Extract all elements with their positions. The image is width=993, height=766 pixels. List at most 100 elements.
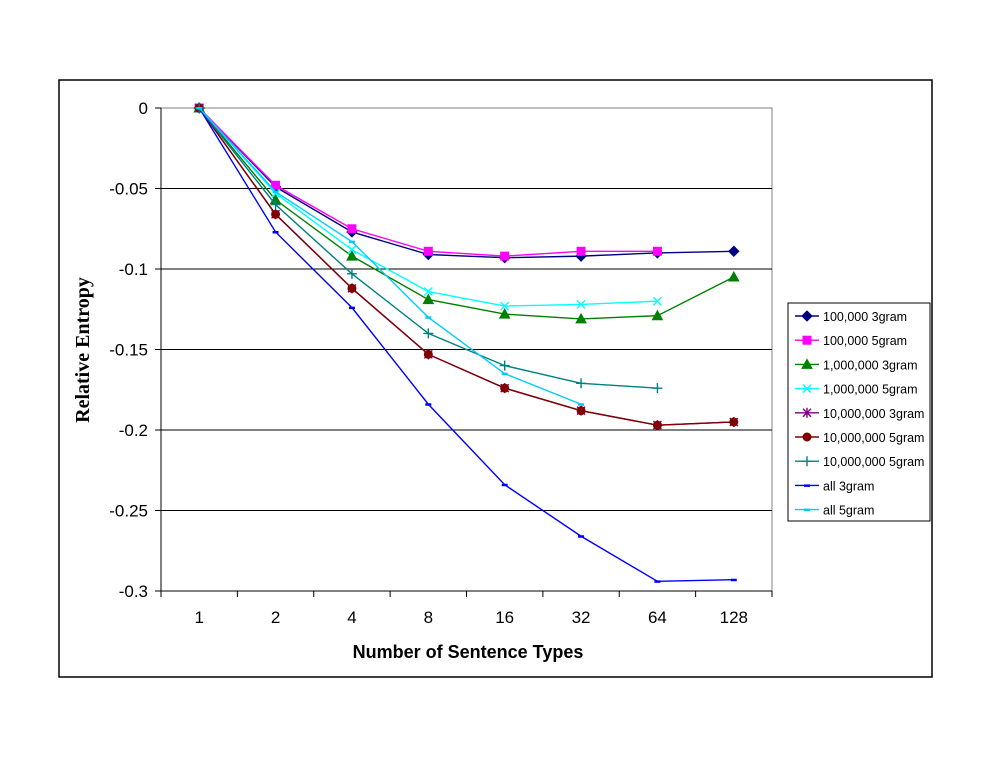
legend-swatch-marker xyxy=(802,456,812,467)
series-10-000-000-5gram-6-point xyxy=(270,199,281,210)
series-1-000-000-5gram-3-point xyxy=(423,287,433,297)
legend-box xyxy=(787,302,931,522)
x-axis-title: Number of Sentence Types xyxy=(353,642,584,662)
x-tick-label: 8 xyxy=(424,608,433,627)
x-tick-label: 2 xyxy=(271,608,280,627)
series-10-000-000-5gram-6-point xyxy=(346,268,357,279)
series-all-3gram-7-point xyxy=(425,403,432,406)
legend-swatch-marker xyxy=(802,384,812,394)
series-all-5gram-8-point xyxy=(196,107,203,110)
legend-entry: 10,000,000 3gram xyxy=(795,407,924,421)
legend-entry: 10,000,000 5gram xyxy=(795,455,924,469)
series-all-3gram-7-point xyxy=(501,483,508,487)
legend-swatch-marker xyxy=(802,335,812,345)
series-all-3gram-7-point xyxy=(578,535,585,538)
series-10-000-000-5gram-5-point xyxy=(500,383,510,393)
y-tick-label: 0 xyxy=(139,99,148,118)
legend-swatch-marker xyxy=(802,407,812,418)
legend-label: 100,000 5gram xyxy=(823,334,907,348)
y-axis-title: Relative Entropy xyxy=(72,277,94,423)
series-100-000-5gram-1-point xyxy=(423,246,433,256)
series-all-3gram-7-point xyxy=(272,230,279,234)
x-tick-label: 4 xyxy=(347,608,356,627)
y-tick-label: -0.25 xyxy=(109,502,148,521)
legend-label: all 5gram xyxy=(823,504,874,518)
series-1-000-000-5gram-3-point xyxy=(347,245,357,255)
x-tick-label: 16 xyxy=(495,608,514,627)
series-1-000-000-5gram-3-point xyxy=(500,301,510,311)
y-tick-label: -0.2 xyxy=(119,421,148,440)
series-1-000-000-3gram-2-point xyxy=(346,250,358,261)
series-100-000-5gram-1-point xyxy=(347,224,357,234)
y-tick-label: -0.15 xyxy=(109,341,148,360)
axes: 0 -0.05 -0.1 -0.15 -0.2 -0.25 -0.3 1 2 4 8 16 32 64 12… xyxy=(109,99,773,627)
legend-entry: all 3gram xyxy=(795,479,874,493)
legend-label: 1,000,000 5gram xyxy=(823,383,918,397)
x-tick-label: 1 xyxy=(194,608,203,627)
series-all-5gram-8-point xyxy=(578,403,585,406)
legend-entry: all 5gram xyxy=(795,504,874,518)
series-100-000-5gram-1-point xyxy=(271,180,281,190)
y-tick-label: -0.05 xyxy=(109,180,148,199)
series-1-000-000-3gram-2-point xyxy=(727,271,740,282)
series-10-000-000-5gram-5-point xyxy=(652,420,662,430)
series-10-000-000-5gram-6-point xyxy=(499,360,510,371)
y-tick-label: -0.3 xyxy=(119,582,148,601)
legend-swatch-marker xyxy=(802,432,812,442)
series-all-3gram-7-point xyxy=(654,580,661,583)
series-all-3gram-7-line xyxy=(198,107,734,583)
series-10-000-000-5gram-5-line xyxy=(198,107,734,426)
x-tick-label: 64 xyxy=(648,608,667,627)
series-all-5gram-8-point xyxy=(425,316,432,319)
series-10-000-000-5gram-5-point xyxy=(271,209,281,219)
legend-label: all 3gram xyxy=(823,479,874,493)
series-10-000-000-5gram-6-point xyxy=(423,328,434,339)
series-10-000-000-5gram-6 xyxy=(194,103,663,394)
series-10-000-000-5gram-5-point xyxy=(729,417,739,427)
series-1-000-000-3gram-2-point xyxy=(422,293,435,305)
x-tick-label: 32 xyxy=(572,608,591,627)
legend-label: 10,000,000 5gram xyxy=(823,431,924,445)
legend-label: 10,000,000 5gram xyxy=(823,455,924,469)
series-all-3gram-7 xyxy=(196,107,737,583)
legend-entry: 100,000 5gram xyxy=(795,334,907,348)
series-10-000-000-5gram-5-point xyxy=(576,406,586,416)
series-10-000-000-5gram-6-point xyxy=(652,383,663,394)
series-10-000-000-5gram-5-point xyxy=(347,283,357,293)
y-tick-label: -0.1 xyxy=(119,260,148,279)
legend-label: 100,000 3gram xyxy=(823,310,907,324)
legend-swatch-marker xyxy=(801,310,813,322)
series-1-000-000-5gram-3-point xyxy=(271,188,281,198)
series-1-000-000-3gram-2-point xyxy=(498,308,511,319)
legend-entry: 100,000 3gram xyxy=(795,310,907,324)
legend-entry: 10,000,000 5gram xyxy=(795,431,924,445)
series-1-000-000-3gram-2-point xyxy=(651,309,664,321)
series-all-5gram-8-line xyxy=(198,107,582,405)
series-10-000-000-5gram-6-point xyxy=(576,378,587,389)
series xyxy=(193,101,740,583)
series-all-5gram-8-point xyxy=(501,372,508,376)
series-100-000-3gram-0-line xyxy=(198,107,734,259)
series-all-3gram-7-point xyxy=(348,306,355,310)
legend-label: 10,000,000 3gram xyxy=(823,407,924,421)
legend-entry: 1,000,000 3gram xyxy=(795,358,918,372)
series-100-000-5gram-1-point xyxy=(500,251,510,261)
series-100-000-3gram-0-point xyxy=(728,245,740,257)
legend-swatch-marker xyxy=(804,484,810,487)
legend-label: 1,000,000 3gram xyxy=(823,358,918,372)
series-100-000-5gram-1-point xyxy=(576,246,586,256)
legend-swatch-marker xyxy=(801,358,813,369)
series-all-5gram-8-point xyxy=(272,190,279,194)
series-1-000-000-3gram-2-line xyxy=(198,107,735,320)
legend: 100,000 3gram 100,000 5gram 1,000,000 3gra… xyxy=(787,302,931,522)
series-all-3gram-7-point xyxy=(730,578,737,582)
series-all-5gram-8-point xyxy=(348,240,355,244)
series-100-000-5gram-1-point xyxy=(652,246,662,256)
series-1-000-000-5gram-3-point xyxy=(652,296,662,306)
series-all-5gram-8 xyxy=(196,107,585,406)
x-tick-label: 128 xyxy=(720,608,748,627)
legend-swatch-marker xyxy=(804,508,810,512)
series-1-000-000-5gram-3-point xyxy=(576,299,586,309)
